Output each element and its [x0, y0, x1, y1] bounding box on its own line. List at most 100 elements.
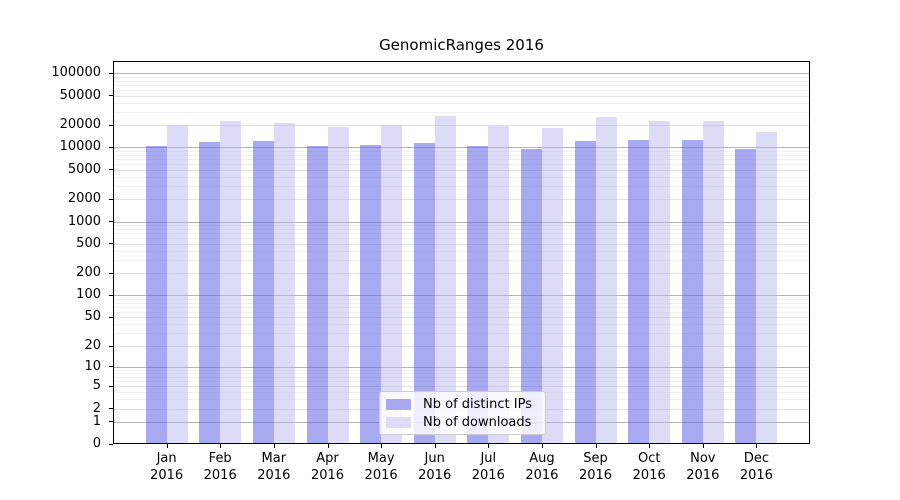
x-tick-month: Jul	[480, 451, 497, 466]
bar-downloads	[649, 121, 671, 444]
bar-downloads	[381, 124, 403, 444]
x-tick-month: Jun	[424, 451, 445, 466]
x-tick-month: Dec	[743, 451, 769, 466]
x-tick-year: 2016	[150, 468, 184, 483]
x-tick-year: 2016	[686, 468, 720, 483]
x-axis-tick	[702, 444, 704, 448]
bar-downloads	[166, 125, 188, 444]
y-axis-tick	[109, 221, 113, 222]
y-axis-tick	[109, 198, 113, 200]
x-tick-month: Jan	[156, 451, 177, 466]
y-tick-label: 50000	[59, 87, 101, 103]
y-axis-tick	[109, 124, 113, 126]
legend: Nb of distinct IPs Nb of downloads	[379, 391, 546, 435]
x-tick-label: Mar 2016	[247, 450, 301, 484]
gridline	[113, 221, 810, 223]
gridline	[113, 386, 810, 388]
x-tick-month: Apr	[316, 451, 339, 466]
x-axis-tick	[541, 444, 543, 448]
bar-distinct-ips	[252, 141, 274, 444]
y-axis-tick	[109, 294, 113, 296]
x-tick-label: Jul 2016	[461, 450, 515, 484]
x-tick-month: Nov	[690, 451, 716, 466]
y-tick-label: 0	[92, 436, 101, 451]
bar-downloads	[327, 126, 349, 444]
gridline	[113, 243, 810, 245]
x-tick-month: Oct	[637, 451, 661, 466]
gridline-minor	[113, 373, 810, 375]
gridline-minor	[113, 89, 810, 91]
gridline-minor	[113, 324, 810, 326]
x-axis-tick	[220, 444, 222, 448]
y-axis-tick	[109, 443, 113, 445]
x-tick-month: Mar	[261, 451, 287, 466]
x-tick-year: 2016	[364, 468, 398, 483]
gridline-minor	[113, 238, 810, 239]
gridline-minor	[113, 377, 810, 378]
x-tick-month: May	[367, 451, 395, 466]
y-tick-label: 100	[76, 287, 101, 303]
gridline	[113, 317, 810, 319]
y-tick-label: 5	[92, 378, 101, 394]
gridline-minor	[113, 158, 810, 160]
gridline-minor	[113, 306, 810, 308]
bar-distinct-ips	[306, 145, 328, 444]
y-axis-tick	[109, 169, 113, 171]
y-tick-label: 100000	[51, 65, 101, 81]
y-tick-label: 20000	[59, 117, 101, 133]
y-tick-label: 2	[92, 400, 101, 416]
y-tick-label: 5000	[67, 161, 101, 177]
y-axis-tick	[109, 316, 113, 318]
x-tick-year: 2016	[418, 468, 452, 483]
gridline-minor	[113, 154, 810, 156]
x-tick-month: Aug	[529, 451, 555, 466]
bar-distinct-ips	[467, 146, 489, 444]
bar-downloads	[541, 128, 563, 444]
gridline-minor	[113, 150, 810, 152]
x-tick-year: 2016	[525, 468, 559, 483]
gridline	[113, 295, 810, 297]
y-tick-label: 20	[84, 338, 101, 353]
gridline-minor	[113, 84, 810, 86]
legend-swatch-downloads-icon	[386, 416, 411, 428]
bar-distinct-ips	[413, 142, 435, 444]
gridline-minor	[113, 260, 810, 262]
x-tick-year: 2016	[578, 468, 613, 483]
x-axis-tick	[273, 444, 275, 448]
x-tick-label: Aug 2016	[515, 450, 569, 484]
x-tick-label: Dec 2016	[729, 450, 783, 484]
x-tick-year: 2016	[310, 468, 345, 483]
x-axis-tick	[488, 444, 490, 448]
bar-distinct-ips	[735, 149, 757, 444]
gridline-minor	[113, 176, 810, 178]
bar-distinct-ips	[520, 149, 542, 444]
bar-distinct-ips	[145, 146, 167, 444]
x-axis-tick	[756, 444, 758, 448]
y-tick-label: 1	[92, 413, 101, 429]
gridline-minor	[113, 186, 810, 188]
y-axis-tick	[109, 408, 113, 410]
y-axis-tick	[109, 385, 113, 387]
gridline	[113, 73, 810, 75]
x-tick-label: Feb 2016	[193, 450, 247, 484]
y-tick-label: 2000	[67, 191, 101, 207]
gridline	[113, 147, 810, 149]
y-axis-tick	[109, 421, 113, 423]
legend-label-distinct-ips: Nb of distinct IPs	[423, 396, 532, 412]
x-tick-year: 2016	[257, 468, 291, 483]
bar-distinct-ips	[360, 144, 382, 444]
x-tick-year: 2016	[471, 468, 505, 483]
gridline-minor	[113, 251, 810, 252]
x-tick-label: Jun 2016	[408, 450, 462, 484]
y-axis-tick	[109, 366, 113, 368]
gridline-minor	[113, 298, 810, 300]
x-axis-tick	[166, 444, 168, 448]
chart-title: GenomicRanges 2016	[379, 36, 544, 54]
x-axis-tick	[649, 444, 651, 448]
bar-downloads	[595, 116, 617, 444]
x-tick-year: 2016	[632, 468, 666, 483]
gridline	[113, 199, 810, 201]
bar-downloads	[756, 132, 778, 444]
legend-swatch-distinct-ips-icon	[386, 398, 411, 410]
